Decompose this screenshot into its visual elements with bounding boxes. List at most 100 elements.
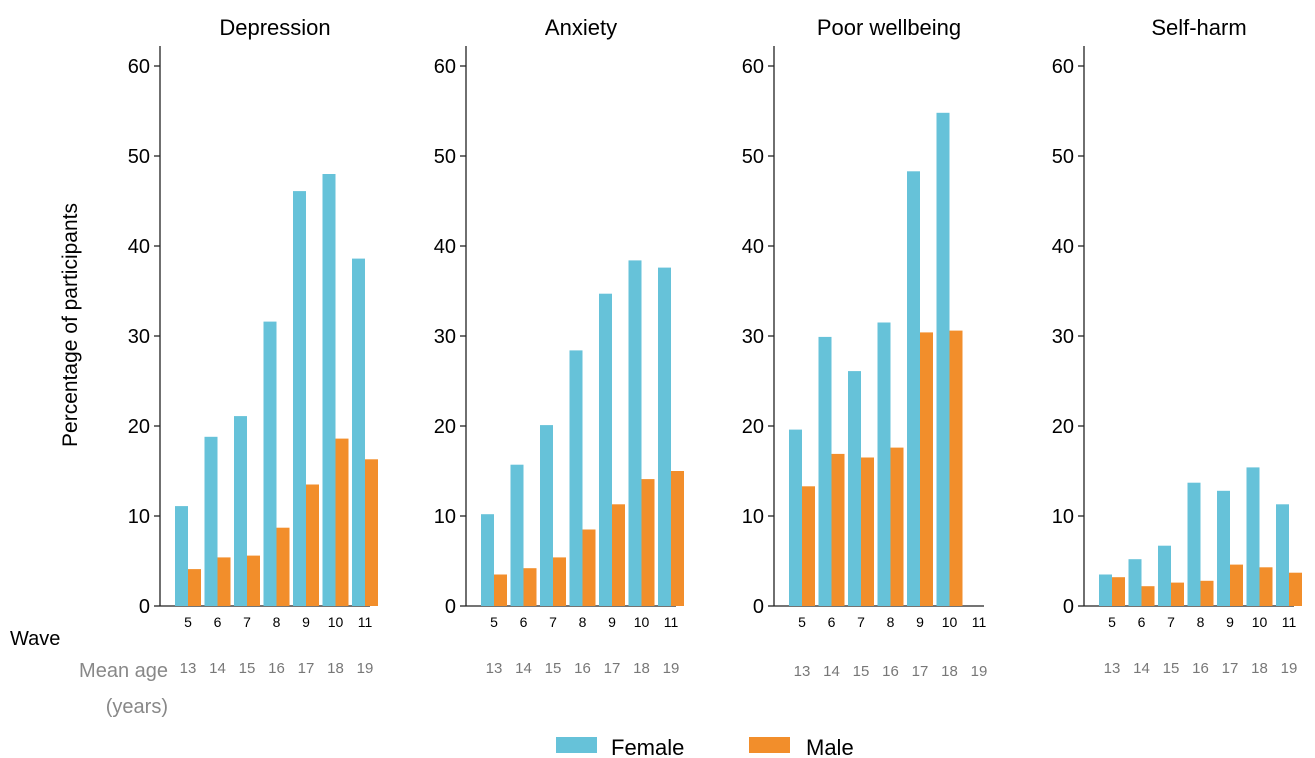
x-tick-label: 5 bbox=[798, 614, 806, 630]
bar-depression-female-wave-11 bbox=[352, 259, 365, 606]
bar-poor-wellbeing-female-wave-10 bbox=[937, 113, 950, 606]
x-tick-label: 6 bbox=[214, 614, 222, 630]
x-tick-label: 9 bbox=[608, 614, 616, 630]
x-tick-label: 8 bbox=[1197, 614, 1205, 630]
mean-age-tick-label: 18 bbox=[941, 663, 958, 680]
mean-age-tick-label: 17 bbox=[912, 663, 929, 680]
mean-age-tick-label: 16 bbox=[574, 660, 591, 677]
x-tick-label: 8 bbox=[273, 614, 281, 630]
legend-label-male: Male bbox=[806, 735, 854, 758]
bar-depression-male-wave-10 bbox=[336, 439, 349, 606]
panel-title-self-harm: Self-harm bbox=[1151, 15, 1246, 40]
x-tick-label: 10 bbox=[1252, 614, 1268, 630]
x-tick-label: 11 bbox=[1282, 614, 1297, 630]
bar-poor-wellbeing-male-wave-8 bbox=[891, 448, 904, 606]
bar-self-harm-female-wave-9 bbox=[1217, 491, 1230, 606]
mean-age-tick-label: 15 bbox=[853, 663, 870, 680]
y-tick-label: 40 bbox=[1052, 236, 1074, 258]
y-tick-label: 50 bbox=[434, 146, 456, 168]
bar-anxiety-female-wave-11 bbox=[658, 268, 671, 606]
x-tick-label: 7 bbox=[549, 614, 557, 630]
wave-row-label: Wave bbox=[10, 628, 60, 650]
x-tick-label: 10 bbox=[942, 614, 958, 630]
x-tick-label: 6 bbox=[520, 614, 528, 630]
bar-depression-male-wave-9 bbox=[306, 485, 319, 607]
panel-title-poor-wellbeing: Poor wellbeing bbox=[817, 15, 961, 40]
x-tick-label: 8 bbox=[579, 614, 587, 630]
bar-anxiety-male-wave-9 bbox=[612, 504, 625, 606]
x-tick-label: 6 bbox=[828, 614, 836, 630]
y-tick-label: 50 bbox=[128, 146, 150, 168]
bar-depression-female-wave-10 bbox=[323, 174, 336, 606]
y-axis-label: Percentage of participants bbox=[59, 203, 82, 447]
bar-anxiety-male-wave-10 bbox=[642, 479, 655, 606]
bar-self-harm-female-wave-10 bbox=[1247, 467, 1260, 606]
bar-self-harm-female-wave-8 bbox=[1188, 483, 1201, 606]
x-tick-label: 11 bbox=[972, 614, 987, 630]
y-tick-label: 10 bbox=[742, 506, 764, 528]
mean-age-tick-label: 19 bbox=[1281, 660, 1298, 677]
y-tick-label: 60 bbox=[434, 56, 456, 78]
y-tick-label: 50 bbox=[1052, 146, 1074, 168]
panel-title-depression: Depression bbox=[219, 15, 330, 40]
y-tick-label: 50 bbox=[742, 146, 764, 168]
panel-anxiety: Anxiety 0 10 20 30 40 50 60 5 13 6 14 7 15 8 16 9 17 10 18 1… bbox=[434, 15, 684, 677]
y-tick-label: 10 bbox=[1052, 506, 1074, 528]
x-tick-label: 10 bbox=[634, 614, 650, 630]
bar-depression-female-wave-7 bbox=[234, 416, 247, 606]
bar-anxiety-female-wave-8 bbox=[570, 350, 583, 606]
bar-self-harm-male-wave-11 bbox=[1289, 573, 1302, 606]
y-tick-label: 20 bbox=[128, 416, 150, 438]
bar-self-harm-male-wave-9 bbox=[1230, 565, 1243, 606]
bar-anxiety-female-wave-7 bbox=[540, 425, 553, 606]
y-tick-label: 0 bbox=[445, 596, 456, 618]
bar-anxiety-male-wave-11 bbox=[671, 471, 684, 606]
y-tick-label: 60 bbox=[128, 56, 150, 78]
bar-self-harm-female-wave-6 bbox=[1129, 559, 1142, 606]
x-tick-label: 8 bbox=[887, 614, 895, 630]
mean-age-tick-label: 17 bbox=[604, 660, 621, 677]
x-tick-label: 5 bbox=[184, 614, 192, 630]
y-tick-label: 30 bbox=[434, 326, 456, 348]
bar-self-harm-male-wave-7 bbox=[1171, 583, 1184, 606]
mean-age-tick-label: 16 bbox=[268, 660, 285, 677]
panel-self-harm: Self-harm 0 10 20 30 40 50 60 5 13 6 14 7 15 8 16 9 17 10 1… bbox=[1052, 15, 1302, 677]
bar-anxiety-female-wave-10 bbox=[629, 260, 642, 606]
x-tick-label: 11 bbox=[358, 614, 373, 630]
x-tick-label: 9 bbox=[916, 614, 924, 630]
y-tick-label: 30 bbox=[128, 326, 150, 348]
bar-depression-female-wave-6 bbox=[205, 437, 218, 606]
bar-depression-male-wave-8 bbox=[277, 528, 290, 606]
bar-anxiety-female-wave-6 bbox=[511, 465, 524, 606]
legend-label-female: Female bbox=[611, 735, 684, 758]
bar-depression-male-wave-11 bbox=[365, 459, 378, 606]
bar-depression-male-wave-5 bbox=[188, 569, 201, 606]
bar-poor-wellbeing-male-wave-9 bbox=[920, 332, 933, 606]
bar-poor-wellbeing-male-wave-5 bbox=[802, 486, 815, 606]
bar-poor-wellbeing-male-wave-10 bbox=[950, 331, 963, 606]
y-tick-label: 20 bbox=[742, 416, 764, 438]
panel-poor-wellbeing: Poor wellbeing 0 10 20 30 40 50 60 5 13 6 14 7 15 8 16 9… bbox=[742, 15, 988, 680]
y-tick-label: 30 bbox=[742, 326, 764, 348]
legend-swatch-male bbox=[749, 737, 790, 753]
y-tick-label: 40 bbox=[742, 236, 764, 258]
mean-age-tick-label: 17 bbox=[1222, 660, 1239, 677]
bar-anxiety-male-wave-6 bbox=[524, 568, 537, 606]
y-tick-label: 40 bbox=[128, 236, 150, 258]
x-tick-label: 7 bbox=[1167, 614, 1175, 630]
y-tick-label: 0 bbox=[1063, 596, 1074, 618]
bar-self-harm-male-wave-8 bbox=[1201, 581, 1214, 606]
bar-depression-female-wave-9 bbox=[293, 191, 306, 606]
bar-self-harm-male-wave-10 bbox=[1260, 567, 1273, 606]
bar-self-harm-male-wave-5 bbox=[1112, 577, 1125, 606]
bar-poor-wellbeing-female-wave-5 bbox=[789, 430, 802, 606]
bar-poor-wellbeing-female-wave-7 bbox=[848, 371, 861, 606]
mean-age-tick-label: 19 bbox=[357, 660, 374, 677]
bar-poor-wellbeing-female-wave-6 bbox=[819, 337, 832, 606]
x-tick-label: 11 bbox=[664, 614, 679, 630]
y-tick-label: 10 bbox=[128, 506, 150, 528]
x-tick-label: 9 bbox=[302, 614, 310, 630]
mean-age-tick-label: 14 bbox=[1133, 660, 1150, 677]
bar-self-harm-female-wave-5 bbox=[1099, 575, 1112, 607]
